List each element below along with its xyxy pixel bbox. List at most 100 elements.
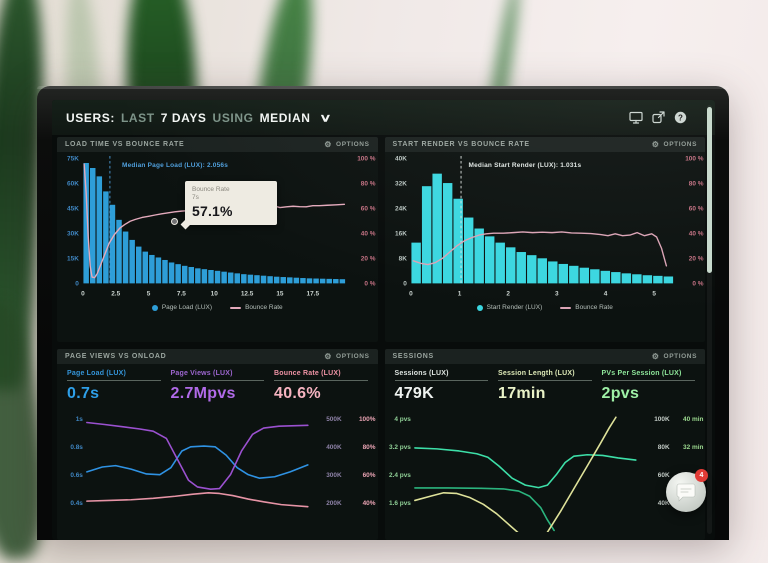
panel-load-time-vs-bounce-rate: LOAD TIME VS BOUNCE RATE ⚙ OPTIONS 75K 60… [57, 137, 378, 342]
metric-bounce-rate: Bounce Rate (LUX) 40.6% [274, 370, 368, 403]
svg-text:0.8s: 0.8s [70, 444, 83, 451]
tooltip-value: 57.1% [192, 203, 233, 220]
metric-value: 40.6% [274, 385, 321, 402]
sessions-line-chart[interactable]: 4 pvs 100K 40 min 3.2 pvs 80K 32 min 2.4 pvs 60… [385, 405, 706, 533]
metrics-row: Sessions (LUX) 479K Session Length (LUX)… [385, 364, 706, 405]
metric-label: Session Length (LUX) [498, 370, 592, 381]
start-render-chart-area: 40K 32K 24K 16K 8K 0 100 % 80 % 60 % 40 % 20 % 0 % 0… [385, 152, 706, 301]
svg-text:17.5: 17.5 [307, 290, 320, 297]
svg-text:40 min: 40 min [683, 416, 704, 423]
svg-text:40 %: 40 % [361, 231, 376, 238]
gear-icon: ⚙ [651, 351, 660, 361]
metric-label: Page Views (LUX) [170, 370, 264, 381]
metric-value: 17min [498, 385, 546, 402]
svg-text:15: 15 [276, 290, 284, 297]
chat-notification-badge: 4 [695, 469, 708, 482]
svg-text:2.4 pvs: 2.4 pvs [389, 472, 411, 479]
legend-item-bounce-rate[interactable]: Bounce Rate [560, 304, 613, 311]
scrollbar-track[interactable] [707, 105, 712, 534]
svg-text:80%: 80% [363, 444, 376, 451]
legend-item-page-load[interactable]: Page Load (LUX) [151, 304, 212, 311]
timeframe-selector[interactable]: USERS: LAST 7 DAYS USING MEDIAN ∨ [66, 110, 332, 125]
panel-title: SESSIONS [392, 353, 434, 360]
help-icon[interactable]: ? [674, 111, 687, 124]
svg-text:0: 0 [409, 290, 413, 297]
svg-text:2.5: 2.5 [111, 290, 120, 297]
chart-legend: Start Render (LUX) Bounce Rate [385, 301, 706, 314]
svg-text:60K: 60K [67, 180, 79, 187]
share-icon[interactable] [652, 111, 665, 124]
metric-label: Sessions (LUX) [394, 370, 488, 381]
svg-text:0 %: 0 % [692, 281, 703, 288]
svg-text:4: 4 [603, 290, 607, 297]
svg-text:1: 1 [457, 290, 461, 297]
panel-header: SESSIONS ⚙ OPTIONS [384, 349, 705, 364]
svg-text:1.6 pvs: 1.6 pvs [389, 500, 411, 507]
scrollbar-thumb[interactable] [707, 107, 712, 273]
legend-item-bounce-rate[interactable]: Bounce Rate [230, 304, 283, 311]
svg-text:0: 0 [81, 290, 85, 297]
svg-text:10: 10 [211, 290, 219, 297]
gear-icon: ⚙ [651, 139, 660, 149]
metric-page-views: Page Views (LUX) 2.7Mpvs [170, 370, 264, 403]
svg-text:1s: 1s [76, 416, 84, 423]
legend-line-swatch [230, 306, 242, 309]
options-button[interactable]: ⚙ OPTIONS [324, 351, 369, 361]
svg-text:0.4s: 0.4s [70, 500, 83, 507]
svg-text:500K: 500K [326, 416, 342, 423]
svg-text:24K: 24K [395, 205, 407, 212]
metrics-row: Page Load (LUX) 0.7s Page Views (LUX) 2.… [57, 364, 378, 405]
panel-start-render-vs-bounce-rate: START RENDER VS BOUNCE RATE ⚙ OPTIONS 40… [384, 137, 706, 342]
panel-grid: LOAD TIME VS BOUNCE RATE ⚙ OPTIONS 75K 60… [57, 137, 705, 540]
load-time-histogram[interactable]: 75K 60K 45K 30K 15K 0 100 % 80 % 60 % 40 % 20 % 0 %… [57, 152, 378, 301]
svg-text:0.6s: 0.6s [70, 472, 83, 479]
gear-icon: ⚙ [324, 351, 333, 361]
legend-label: Start Render (LUX) [486, 304, 543, 312]
legend-dot-swatch [476, 304, 483, 311]
svg-text:15K: 15K [67, 256, 79, 263]
options-button[interactable]: ⚙ OPTIONS [651, 139, 697, 149]
chat-launcher-button[interactable]: 4 [666, 469, 708, 512]
svg-text:5: 5 [147, 290, 151, 297]
svg-text:0: 0 [403, 281, 407, 288]
chart-legend: Page Load (LUX) Bounce Rate [57, 301, 378, 314]
svg-text:3.2 pvs: 3.2 pvs [389, 444, 411, 451]
svg-text:100 %: 100 % [685, 155, 704, 162]
svg-text:75K: 75K [67, 155, 79, 162]
start-render-histogram[interactable]: 40K 32K 24K 16K 8K 0 100 % 80 % 60 % 40 % 20 % 0 % 0… [385, 152, 706, 301]
panel-header: LOAD TIME VS BOUNCE RATE ⚙ OPTIONS [57, 137, 378, 152]
header-using-label: USING [212, 110, 254, 125]
metric-label: Page Load (LUX) [67, 370, 161, 381]
metric-sessions: Sessions (LUX) 479K [394, 370, 488, 403]
svg-text:32K: 32K [395, 180, 407, 187]
svg-text:100K: 100K [654, 416, 670, 423]
bezel-highlight [37, 86, 729, 89]
legend-item-start-render[interactable]: Start Render (LUX) [476, 304, 543, 312]
header-median-label: MEDIAN [259, 110, 311, 125]
chevron-down-icon[interactable]: ∨ [318, 111, 332, 124]
legend-label: Bounce Rate [575, 304, 613, 312]
metric-value: 0.7s [67, 385, 100, 402]
sessions-chart-area: 4 pvs 100K 40 min 3.2 pvs 80K 32 min 2.4 pvs 60… [385, 405, 706, 533]
panel-title: PAGE VIEWS VS ONLOAD [65, 353, 167, 360]
options-button[interactable]: ⚙ OPTIONS [324, 140, 369, 149]
svg-text:60K: 60K [657, 472, 669, 479]
svg-text:?: ? [678, 113, 683, 122]
svg-text:300K: 300K [326, 472, 342, 479]
options-button[interactable]: ⚙ OPTIONS [651, 351, 697, 361]
svg-text:80 %: 80 % [361, 180, 376, 187]
page-views-line-chart[interactable]: 1s 500K 100% 0.8s 400K 80% 0.6s 300K 60% 0.4s 200K… [57, 405, 378, 532]
svg-text:5: 5 [652, 290, 656, 297]
svg-text:12.5: 12.5 [241, 290, 254, 297]
svg-text:80K: 80K [657, 444, 669, 451]
svg-text:100 %: 100 % [357, 155, 376, 162]
metric-label: Bounce Rate (LUX) [274, 370, 368, 381]
tooltip-marker-dot [171, 218, 178, 225]
header-users-label: USERS: [66, 110, 115, 125]
metric-page-load: Page Load (LUX) 0.7s [67, 370, 161, 403]
panel-sessions: SESSIONS ⚙ OPTIONS Sessions (LUX) 479K S… [384, 349, 706, 540]
svg-text:20 %: 20 % [688, 256, 703, 263]
svg-text:30K: 30K [67, 231, 79, 238]
legend-label: Bounce Rate [245, 304, 283, 312]
monitor-icon[interactable] [629, 111, 643, 124]
